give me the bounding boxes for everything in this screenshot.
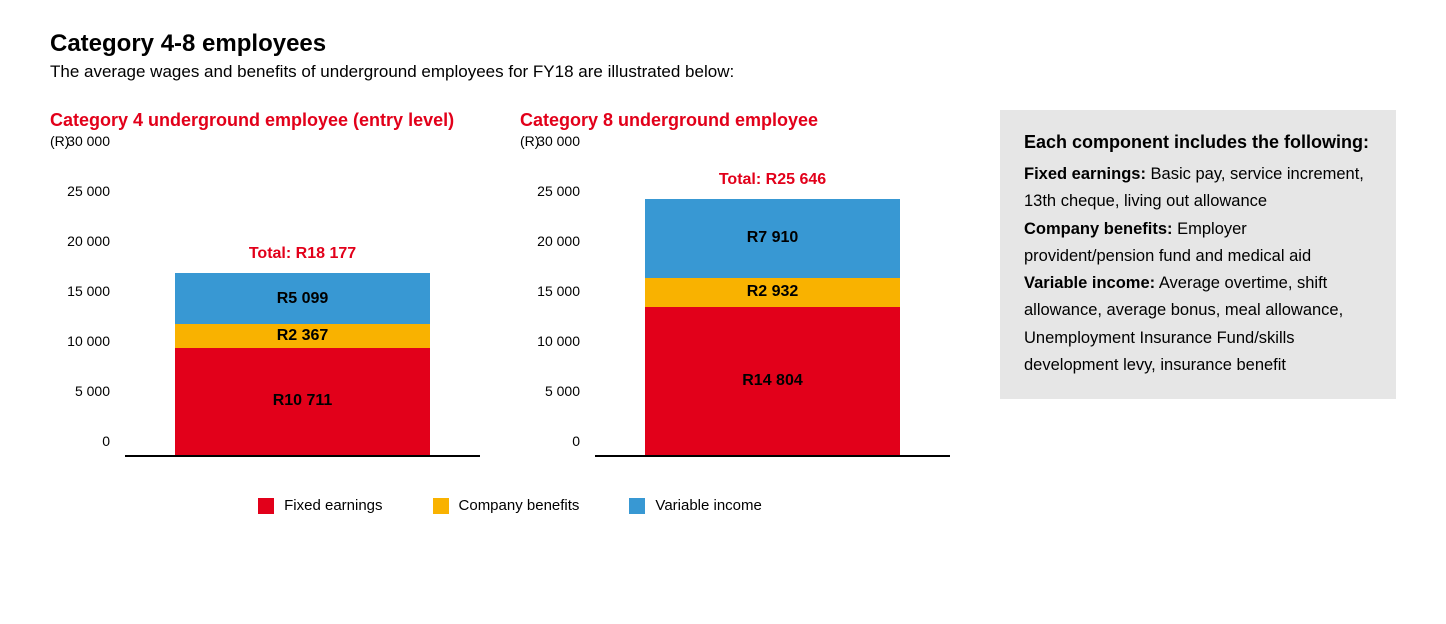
- info-term: Variable income:: [1024, 274, 1155, 292]
- legend-label: Variable income: [655, 497, 761, 514]
- y-tick: 15 000: [67, 283, 110, 299]
- content-row: Category 4 underground employee (entry l…: [50, 110, 1396, 514]
- info-line: Variable income: Average overtime, shift…: [1024, 270, 1372, 379]
- legend: Fixed earnings Company benefits Variable i…: [50, 497, 970, 514]
- legend-item: Fixed earnings: [258, 497, 382, 514]
- info-box-title: Each component includes the following:: [1024, 130, 1372, 155]
- chart-title: Category 8 underground employee: [520, 110, 970, 131]
- info-line: Company benefits: Employer provident/pen…: [1024, 216, 1372, 270]
- bar-segment-fixed: R10 711: [175, 348, 430, 455]
- legend-label: Company benefits: [459, 497, 580, 514]
- info-term: Fixed earnings:: [1024, 165, 1146, 183]
- legend-item: Company benefits: [433, 497, 580, 514]
- info-term: Company benefits:: [1024, 220, 1173, 238]
- legend-swatch: [433, 498, 449, 514]
- y-tick: 0: [102, 433, 110, 449]
- charts-row: Category 4 underground employee (entry l…: [50, 110, 970, 467]
- y-tick: 0: [572, 433, 580, 449]
- total-label: Total: R25 646: [645, 171, 900, 189]
- page-subtitle: The average wages and benefits of underg…: [50, 62, 1396, 82]
- y-tick: 25 000: [537, 183, 580, 199]
- plot-area: R14 804R2 932R7 910 Total: R25 646: [595, 157, 950, 457]
- y-tick: 10 000: [67, 333, 110, 349]
- bar-segment-fixed: R14 804: [645, 307, 900, 455]
- page-title: Category 4-8 employees: [50, 30, 1396, 58]
- y-tick: 20 000: [537, 233, 580, 249]
- legend-swatch: [258, 498, 274, 514]
- plot-area: R10 711R2 367R5 099 Total: R18 177: [125, 157, 480, 457]
- chart-title: Category 4 underground employee (entry l…: [50, 110, 500, 131]
- info-line: Fixed earnings: Basic pay, service incre…: [1024, 161, 1372, 215]
- y-tick: 30 000: [67, 133, 110, 149]
- y-tick: 10 000: [537, 333, 580, 349]
- chart-container: Category 4 underground employee (entry l…: [50, 110, 500, 467]
- y-tick: 20 000: [67, 233, 110, 249]
- legend-label: Fixed earnings: [284, 497, 382, 514]
- y-tick: 30 000: [537, 133, 580, 149]
- chart-container: Category 8 underground employee (R) 0 5 000…: [520, 110, 970, 467]
- bar-segment-variable: R7 910: [645, 199, 900, 278]
- bar-segment-benefits: R2 367: [175, 324, 430, 348]
- bar-segment-variable: R5 099: [175, 273, 430, 324]
- y-tick: 25 000: [67, 183, 110, 199]
- legend-swatch: [629, 498, 645, 514]
- chart-unit-label: (R): [520, 133, 970, 149]
- chart-plot: 05 00010 00015 00020 00025 00030 000R14 …: [520, 157, 970, 467]
- chart-unit-label: (R): [50, 133, 500, 149]
- chart-plot: 05 00010 00015 00020 00025 00030 000R10 …: [50, 157, 500, 467]
- total-label: Total: R18 177: [175, 245, 430, 263]
- y-tick: 5 000: [545, 383, 580, 399]
- bar-segment-benefits: R2 932: [645, 278, 900, 307]
- y-axis: 05 00010 00015 00020 00025 00030 000: [520, 157, 590, 457]
- info-box: Each component includes the following: F…: [1000, 110, 1396, 399]
- y-axis: 05 00010 00015 00020 00025 00030 000: [50, 157, 120, 457]
- legend-item: Variable income: [629, 497, 761, 514]
- charts-area: Category 4 underground employee (entry l…: [50, 110, 970, 514]
- y-tick: 5 000: [75, 383, 110, 399]
- y-tick: 15 000: [537, 283, 580, 299]
